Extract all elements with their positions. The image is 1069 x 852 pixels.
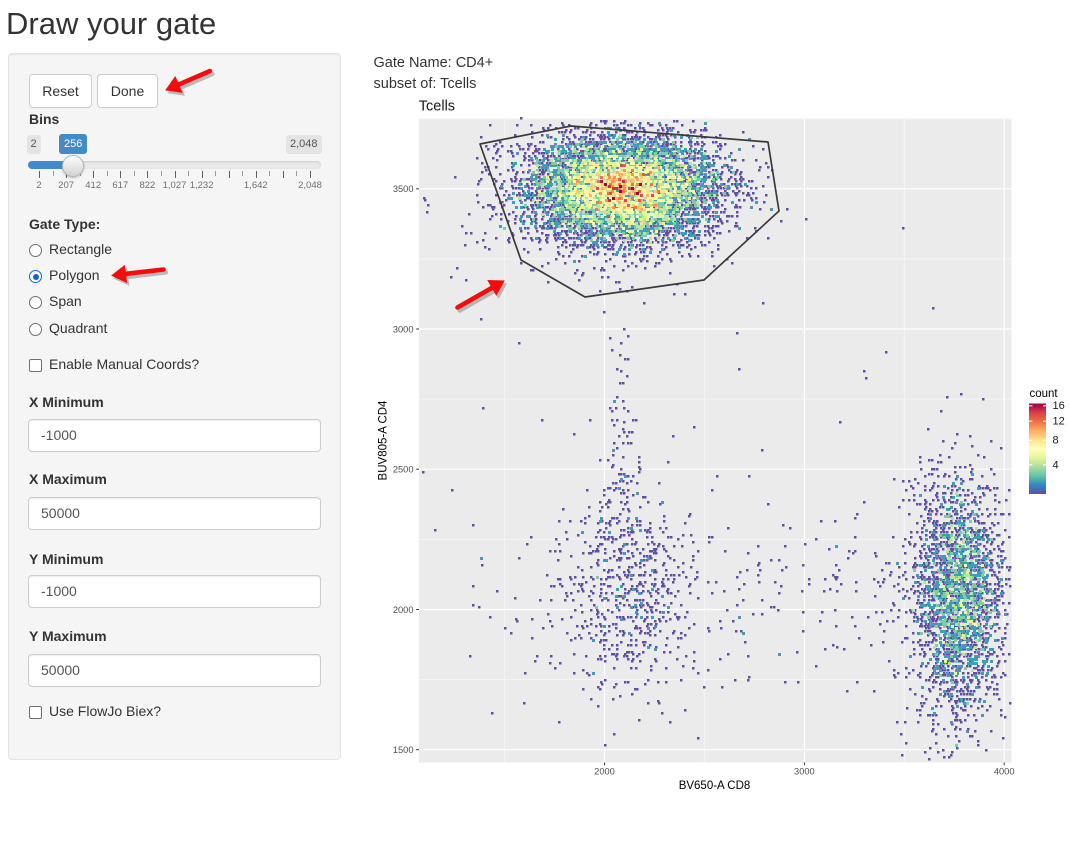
svg-text:2000: 2000 [594, 767, 615, 777]
svg-text:Tcells: Tcells [419, 98, 455, 114]
svg-text:3000: 3000 [794, 767, 815, 777]
svg-text:BV650-A CD8: BV650-A CD8 [679, 780, 751, 792]
svg-text:12: 12 [1053, 415, 1065, 427]
svg-text:3500: 3500 [393, 184, 414, 194]
svg-text:4000: 4000 [994, 767, 1015, 777]
svg-text:4: 4 [1053, 459, 1059, 471]
svg-text:2500: 2500 [393, 465, 414, 475]
svg-text:1500: 1500 [393, 745, 414, 755]
svg-text:8: 8 [1053, 435, 1059, 447]
svg-text:subset of: Tcells: subset of: Tcells [374, 76, 477, 92]
svg-text:BUV805-A CD4: BUV805-A CD4 [378, 400, 390, 481]
svg-text:2000: 2000 [393, 605, 414, 615]
svg-text:3000: 3000 [393, 324, 414, 334]
svg-text:Gate Name: CD4+: Gate Name: CD4+ [374, 55, 494, 71]
svg-text:16: 16 [1053, 400, 1065, 412]
svg-text:count: count [1030, 388, 1059, 400]
